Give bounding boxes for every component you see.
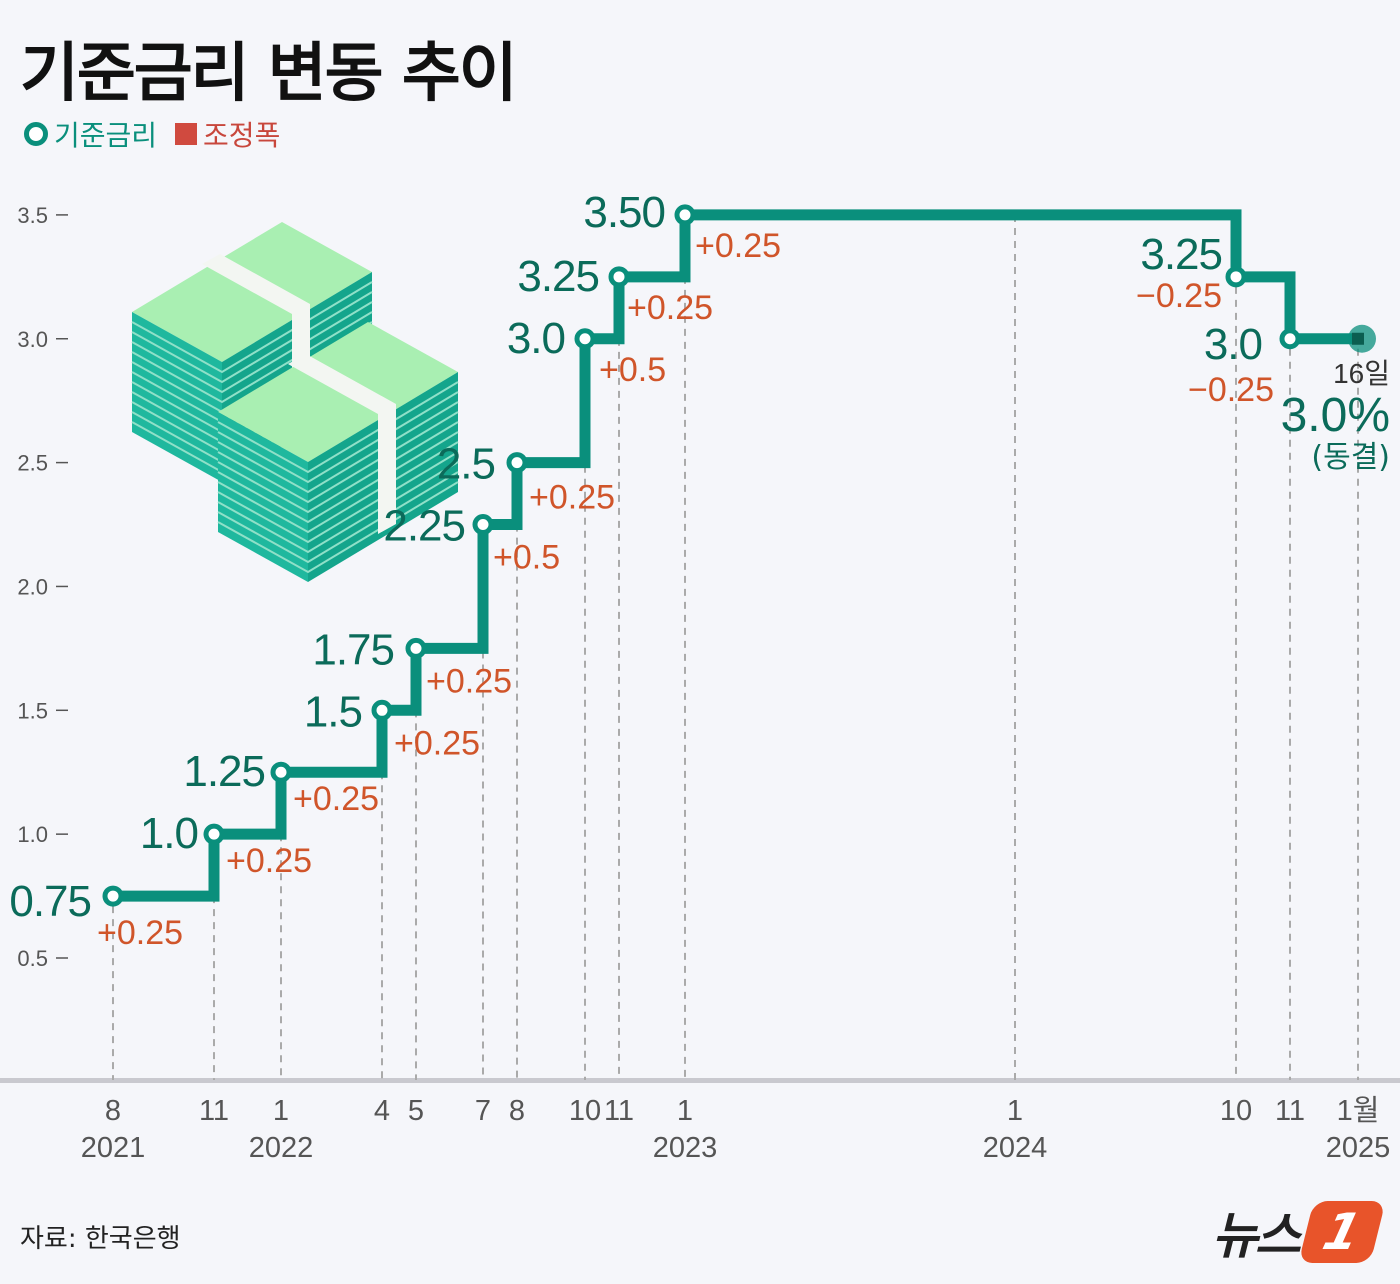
x-tick-month: 1 xyxy=(1007,1095,1023,1127)
rate-point xyxy=(674,204,696,226)
x-tick-month: 1 xyxy=(677,1095,693,1127)
rate-value-label: 1.25 xyxy=(183,747,265,796)
final-day-label: 16일 xyxy=(1333,358,1390,389)
rate-point xyxy=(472,514,494,536)
change-label: +0.5 xyxy=(599,351,666,389)
x-tick-month: 11 xyxy=(199,1095,229,1127)
rate-value-label: 3.25 xyxy=(1140,230,1222,279)
rate-value-label: 2.25 xyxy=(383,502,465,551)
x-tick-month: 10 xyxy=(1220,1095,1252,1127)
legend-rate-marker xyxy=(24,122,48,146)
x-tick-year: 2022 xyxy=(249,1132,314,1164)
rate-point xyxy=(506,452,528,474)
source-note: 자료: 한국은행 xyxy=(20,1224,181,1254)
rate-value-label: 0.75 xyxy=(9,877,91,926)
x-tick-month: 4 xyxy=(374,1095,390,1127)
change-label: +0.25 xyxy=(695,227,781,265)
x-tick-year: 2021 xyxy=(81,1132,146,1164)
rate-value-label: 2.5 xyxy=(437,440,495,489)
y-tick-label: 3.5 xyxy=(17,203,48,228)
final-value-label: 3.0% xyxy=(1281,389,1390,442)
current-rate-marker xyxy=(1352,332,1364,345)
legend-change-label: 조정폭 xyxy=(203,119,281,152)
legend-change-marker xyxy=(175,123,198,145)
x-tick-year: 2024 xyxy=(983,1132,1048,1164)
x-tick-year: 2023 xyxy=(653,1132,718,1164)
money-stack-front xyxy=(217,322,459,582)
change-label: +0.25 xyxy=(226,842,312,880)
rate-value-label: 1.75 xyxy=(312,625,394,674)
rate-point xyxy=(405,637,427,659)
final-note-label: (동결) xyxy=(1311,440,1390,475)
rate-point xyxy=(574,328,596,350)
rate-value-label: 3.0 xyxy=(507,314,565,363)
change-label: +0.25 xyxy=(627,289,713,327)
rate-value-label: 3.25 xyxy=(517,252,599,301)
rate-point xyxy=(1279,328,1301,350)
y-tick-label: 1.5 xyxy=(17,698,48,723)
change-label: −0.25 xyxy=(1136,277,1222,315)
rate-point xyxy=(203,823,225,845)
legend: 기준금리 조정폭 xyxy=(24,114,280,154)
x-tick-month: 10 xyxy=(569,1095,601,1127)
x-tick-month: 11 xyxy=(604,1095,634,1127)
rate-point xyxy=(608,266,630,288)
change-label: −0.25 xyxy=(1188,371,1274,409)
x-axis xyxy=(0,1078,1400,1083)
news1-logo: 뉴스 1 xyxy=(1212,1196,1386,1268)
x-tick-month: 8 xyxy=(105,1095,121,1127)
y-tick-label: 2.0 xyxy=(17,574,48,599)
y-tick-label: 3.0 xyxy=(17,327,48,352)
x-tick-month: 1월 xyxy=(1337,1094,1380,1127)
page-title: 기준금리 변동 추이 xyxy=(20,37,518,111)
x-tick-month: 7 xyxy=(475,1095,491,1127)
x-tick-month: 11 xyxy=(1275,1095,1305,1127)
change-label: +0.25 xyxy=(529,479,615,517)
y-tick-label: 1.0 xyxy=(17,822,48,847)
rate-value-label: 3.50 xyxy=(583,188,665,237)
rate-point xyxy=(371,699,393,721)
x-tick-month: 8 xyxy=(509,1095,525,1127)
rate-value-label: 1.0 xyxy=(140,809,198,858)
y-tick-label: 0.5 xyxy=(17,946,48,971)
rate-value-label: 1.5 xyxy=(304,687,362,736)
rate-point xyxy=(270,761,292,783)
x-tick-month: 1 xyxy=(273,1095,289,1127)
rate-point xyxy=(1225,266,1247,288)
change-label: +0.25 xyxy=(426,662,512,700)
y-tick-label: 2.5 xyxy=(17,451,48,476)
logo-text: 뉴스 xyxy=(1212,1207,1301,1265)
change-label: +0.25 xyxy=(394,724,480,762)
change-label: +0.5 xyxy=(493,539,560,577)
logo-mark: 1 xyxy=(1298,1201,1386,1263)
rate-value-label: 3.0 xyxy=(1204,320,1262,369)
x-tick-year: 2025 xyxy=(1326,1132,1391,1164)
change-label: +0.25 xyxy=(97,914,183,952)
rate-point xyxy=(102,885,124,907)
change-label: +0.25 xyxy=(293,780,379,818)
legend-rate-label: 기준금리 xyxy=(54,119,158,152)
x-tick-month: 5 xyxy=(408,1095,424,1127)
